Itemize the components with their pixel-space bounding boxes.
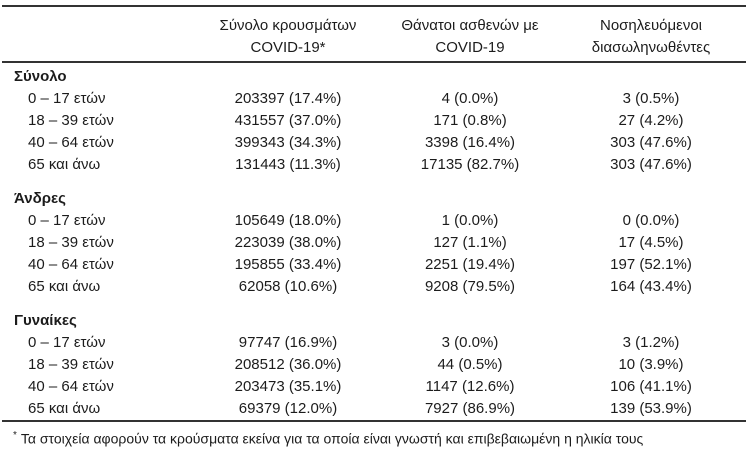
cases-value: 69379 (12.0%) <box>238 400 338 417</box>
row-label: 65 και άνω <box>28 156 101 173</box>
cases-value: 399343 (34.3%) <box>234 134 342 151</box>
intubated-value: 303 (47.6%) <box>610 156 692 173</box>
deaths-value: 44 (0.5%) <box>437 356 503 373</box>
column-header-line: COVID-19 <box>435 39 505 56</box>
table-row: 18 – 39 ετών 223039 (38.0%) 127 (1.1%) 1… <box>0 232 748 254</box>
table-row: 65 και άνω 62058 (10.6%) 9208 (79.5%) 16… <box>0 276 748 298</box>
deaths-value: 127 (1.1%) <box>433 234 507 251</box>
intubated-value: 197 (52.1%) <box>610 256 692 273</box>
row-label: 18 – 39 ετών <box>28 356 114 373</box>
row-label: 0 – 17 ετών <box>28 212 106 229</box>
column-header-deaths: Θάνατοι ασθενών με COVID-19 <box>386 15 554 59</box>
intubated-value: 3 (0.5%) <box>622 90 680 107</box>
cases-value: 203397 (17.4%) <box>234 90 342 107</box>
intubated-value: 10 (3.9%) <box>618 356 684 373</box>
intubated-value: 3 (1.2%) <box>622 334 680 351</box>
deaths-value: 3 (0.0%) <box>441 334 499 351</box>
deaths-value: 7927 (86.9%) <box>424 400 516 417</box>
section-label: Άνδρες <box>14 190 66 207</box>
column-header-total-cases: Σύνολο κρουσμάτων COVID-19* <box>190 15 386 59</box>
cases-value: 97747 (16.9%) <box>238 334 338 351</box>
intubated-value: 139 (53.9%) <box>610 400 692 417</box>
cases-value: 131443 (11.3%) <box>235 156 341 173</box>
deaths-value: 17135 (82.7%) <box>420 156 520 173</box>
column-header-line: διασωληνωθέντες <box>591 39 711 56</box>
table-bottom-rule <box>2 420 746 422</box>
cases-value: 208512 (36.0%) <box>234 356 342 373</box>
row-label: 40 – 64 ετών <box>28 134 114 151</box>
table-header-rule <box>2 61 746 63</box>
section-label: Σύνολο <box>14 68 67 85</box>
footnote-text: Τα στοιχεία αφορούν τα κρούσματα εκείνα … <box>20 430 644 447</box>
table-row: 40 – 64 ετών 399343 (34.3%) 3398 (16.4%)… <box>0 132 748 154</box>
table-row: 18 – 39 ετών 431557 (37.0%) 171 (0.8%) 2… <box>0 110 748 132</box>
intubated-value: 27 (4.2%) <box>618 112 684 129</box>
deaths-value: 1147 (12.6%) <box>425 378 515 395</box>
table-top-rule <box>2 5 746 7</box>
column-header-empty <box>0 15 190 59</box>
intubated-value: 17 (4.5%) <box>618 234 684 251</box>
table-body: Σύνολο 0 – 17 ετών 203397 (17.4%) 4 (0.0… <box>0 63 748 420</box>
row-label: 18 – 39 ετών <box>28 112 114 129</box>
table-row: 0 – 17 ετών 97747 (16.9%) 3 (0.0%) 3 (1.… <box>0 332 748 354</box>
section-header-men: Άνδρες <box>0 188 748 210</box>
cases-value: 195855 (33.4%) <box>234 256 342 273</box>
intubated-value: 164 (43.4%) <box>610 278 692 295</box>
table-row: 0 – 17 ετών 105649 (18.0%) 1 (0.0%) 0 (0… <box>0 210 748 232</box>
row-label: 0 – 17 ετών <box>28 334 106 351</box>
deaths-value: 3398 (16.4%) <box>424 134 516 151</box>
row-label: 65 και άνω <box>28 278 101 295</box>
column-header-line: Θάνατοι ασθενών με <box>401 17 539 34</box>
table-row: 65 και άνω 69379 (12.0%) 7927 (86.9%) 13… <box>0 398 748 420</box>
cases-value: 105649 (18.0%) <box>234 212 342 229</box>
table-row: 40 – 64 ετών 203473 (35.1%) 1147 (12.6%)… <box>0 376 748 398</box>
row-label: 65 και άνω <box>28 400 101 417</box>
deaths-value: 1 (0.0%) <box>441 212 499 229</box>
table-row: 40 – 64 ετών 195855 (33.4%) 2251 (19.4%)… <box>0 254 748 276</box>
row-label: 40 – 64 ετών <box>28 378 114 395</box>
column-header-line: Σύνολο κρουσμάτων <box>219 17 357 34</box>
table-row: 18 – 39 ετών 208512 (36.0%) 44 (0.5%) 10… <box>0 354 748 376</box>
deaths-value: 9208 (79.5%) <box>424 278 516 295</box>
deaths-value: 4 (0.0%) <box>441 90 499 107</box>
deaths-value: 171 (0.8%) <box>433 112 507 129</box>
table-row: 65 και άνω 131443 (11.3%) 17135 (82.7%) … <box>0 154 748 176</box>
deaths-value: 2251 (19.4%) <box>424 256 516 273</box>
intubated-value: 303 (47.6%) <box>610 134 692 151</box>
table-row: 0 – 17 ετών 203397 (17.4%) 4 (0.0%) 3 (0… <box>0 88 748 110</box>
table-header-row: Σύνολο κρουσμάτων COVID-19* Θάνατοι ασθε… <box>0 7 748 61</box>
intubated-value: 106 (41.1%) <box>610 378 692 395</box>
cases-value: 62058 (10.6%) <box>238 278 338 295</box>
footnote: * Τα στοιχεία αφορούν τα κρούσματα εκείνα… <box>0 426 748 449</box>
footnote-asterisk: * <box>13 430 17 441</box>
section-label: Γυναίκες <box>14 312 77 329</box>
intubated-value: 0 (0.0%) <box>622 212 680 229</box>
column-header-intubated: Νοσηλευόμενοι διασωληνωθέντες <box>554 15 748 59</box>
column-header-line: Νοσηλευόμενοι <box>599 17 702 34</box>
section-header-total: Σύνολο <box>0 66 748 88</box>
cases-value: 203473 (35.1%) <box>234 378 342 395</box>
column-header-line: COVID-19* <box>250 39 326 56</box>
row-label: 0 – 17 ετών <box>28 90 106 107</box>
cases-value: 223039 (38.0%) <box>234 234 342 251</box>
section-header-women: Γυναίκες <box>0 310 748 332</box>
row-label: 18 – 39 ετών <box>28 234 114 251</box>
cases-value: 431557 (37.0%) <box>234 112 342 129</box>
row-label: 40 – 64 ετών <box>28 256 114 273</box>
